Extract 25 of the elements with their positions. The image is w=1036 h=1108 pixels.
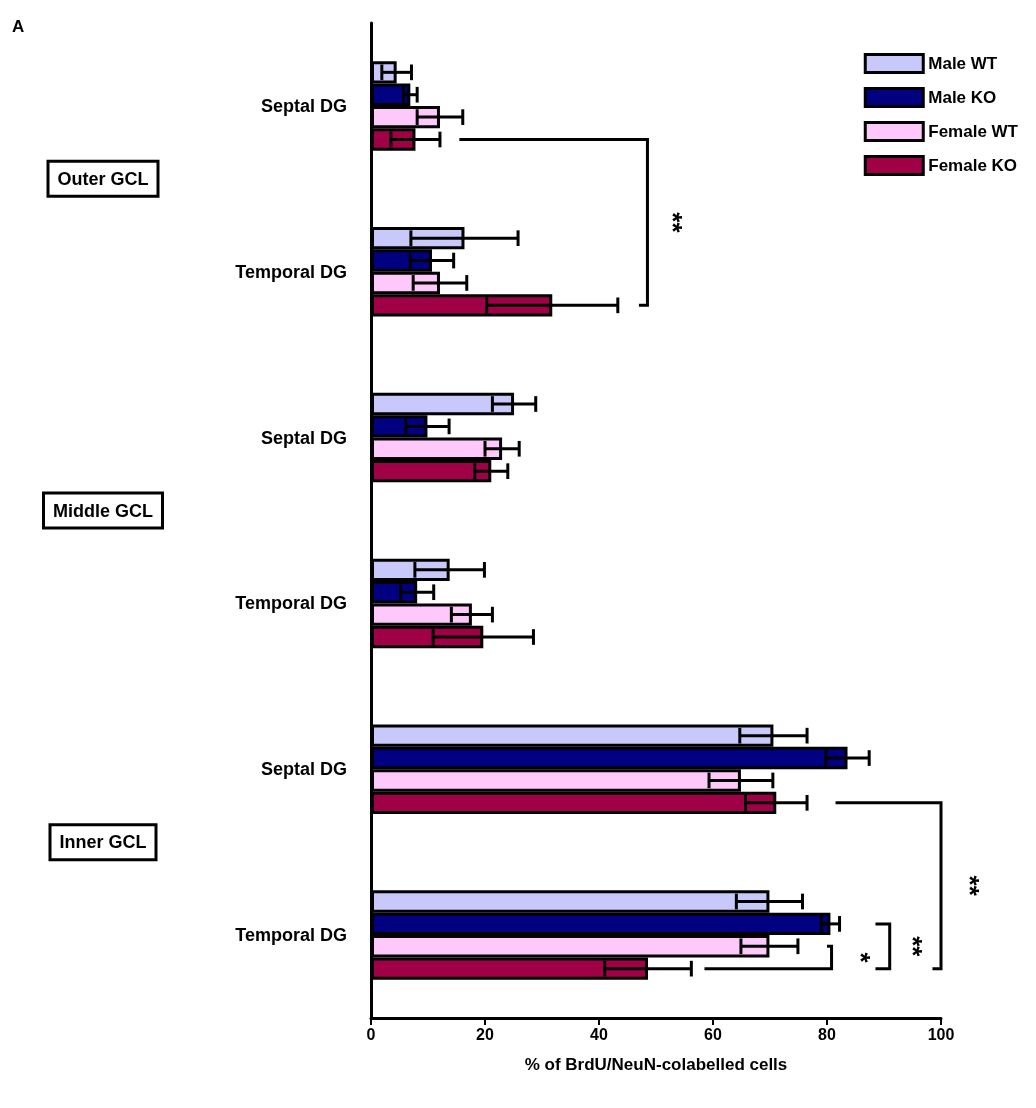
- annotation: **: [658, 212, 689, 234]
- y-tick-label: Temporal DG: [235, 593, 347, 614]
- text: A: [12, 17, 25, 36]
- y-tick-label: Septal DG: [260, 759, 347, 780]
- x-tick-label: 20: [476, 1025, 494, 1043]
- text: Middle GCL: [53, 500, 153, 521]
- x-tick-label: 100: [927, 1025, 955, 1043]
- x-tick-label: 80: [818, 1025, 836, 1043]
- x-tick-label: 40: [590, 1025, 608, 1043]
- legend-label: Female WT: [928, 122, 1019, 141]
- y-tick-label: Temporal DG: [235, 925, 347, 946]
- y-tick-label: Septal DG: [260, 427, 347, 448]
- y-tick-label: Septal DG: [260, 95, 347, 116]
- text: Outer GCL: [57, 168, 149, 189]
- legend-label: Male KO: [928, 88, 997, 107]
- legend-label: Female KO: [928, 156, 1018, 175]
- text: **: [954, 875, 985, 897]
- x-tick-label: 60: [704, 1025, 722, 1043]
- text: Inner GCL: [59, 832, 147, 853]
- annotation: *: [846, 952, 877, 964]
- x-tick-label: 0: [366, 1025, 376, 1043]
- legend-label: Male WT: [928, 54, 998, 73]
- y-tick-label: Temporal DG: [235, 261, 347, 282]
- x-axis-title: % of BrdU/NeuN-colabelled cells: [524, 1055, 788, 1074]
- annotation: **: [897, 936, 928, 958]
